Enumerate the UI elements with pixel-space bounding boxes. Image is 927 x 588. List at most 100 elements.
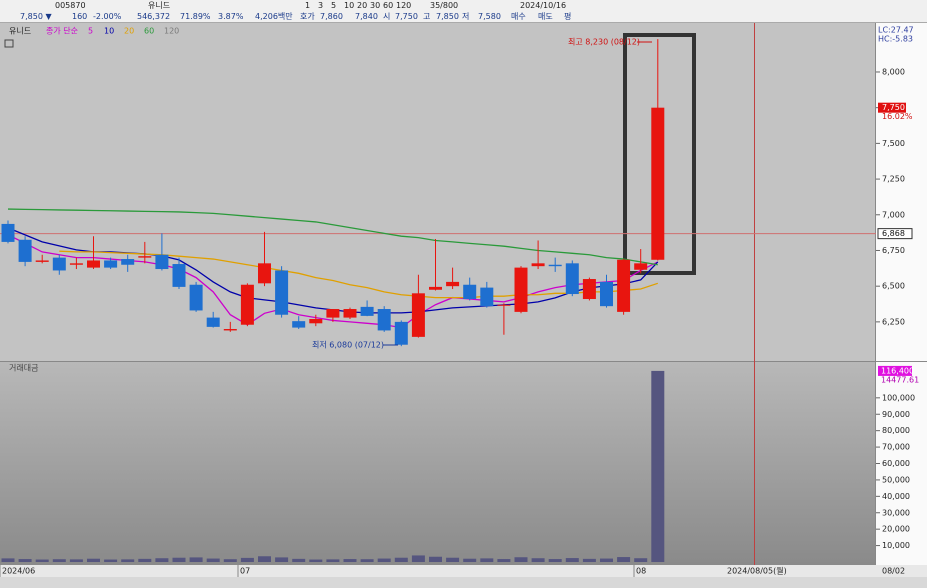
toolbar-text[interactable]: 71.89% (180, 12, 211, 21)
cursor-price: 6,868 (882, 229, 905, 238)
toolbar-text[interactable]: 5 (331, 1, 337, 10)
toolbar-text[interactable]: 저 (462, 12, 470, 21)
volume-bar (394, 557, 408, 562)
volume-bar (651, 370, 665, 562)
volume-bar (411, 555, 425, 562)
toolbar-text[interactable]: 호가 (300, 12, 315, 21)
last-price: 7,750 (882, 103, 905, 112)
candle-body (651, 107, 665, 260)
volume-bar (531, 558, 545, 562)
toolbar-text[interactable]: 매도 (538, 12, 553, 21)
toolbar-text[interactable]: -2.00% (93, 12, 122, 21)
volume-bar (69, 559, 83, 562)
moving-average (7, 208, 658, 266)
candle-body (429, 286, 442, 290)
candle-body (531, 263, 545, 267)
volume-last: 116,400 (881, 366, 914, 375)
x-tick-label: 2024/06 (2, 567, 35, 576)
y-tick-label: 8,000 (882, 67, 905, 76)
candle-body (600, 281, 613, 307)
toolbar-text[interactable]: 7,750 (395, 12, 418, 21)
toolbar-text[interactable]: 1 (305, 1, 311, 10)
y-tick-label: 7,500 (882, 139, 905, 148)
toolbar-text[interactable]: 005870 (55, 1, 86, 10)
toolbar-text[interactable]: 고 (423, 12, 431, 21)
x-tick-label: 08 (636, 567, 646, 576)
low-note: 최저 6,080 (07/12) (312, 340, 384, 350)
toolbar-text[interactable]: 546,372 (137, 12, 171, 21)
candle-body (292, 321, 306, 328)
candle-body (326, 309, 340, 318)
toolbar-text[interactable]: 7,860 (320, 12, 343, 21)
candle-body (87, 260, 100, 268)
toolbar-text[interactable]: 평 (564, 12, 572, 21)
y-tick-label: 70,000 (882, 443, 910, 452)
volume-bar (138, 558, 152, 562)
volume-bar (292, 558, 306, 562)
volume-bar (548, 559, 562, 562)
volume-bar (121, 559, 135, 562)
volume-panel (0, 362, 875, 565)
toolbar-text[interactable]: 10 (344, 1, 355, 10)
icon (4, 39, 14, 48)
y-tick-label: 50,000 (882, 475, 910, 484)
toolbar-text[interactable]: 3 (318, 1, 324, 10)
volume-avg: 14477.61 (881, 375, 919, 384)
candle-body (634, 263, 648, 270)
toolbar-text[interactable]: 유니드 (148, 1, 171, 10)
right-axis (876, 23, 927, 565)
toolbar-text[interactable]: 2024/10/16 (520, 1, 567, 10)
volume-bar (35, 559, 49, 562)
toolbar-text[interactable]: 7,580 (478, 12, 501, 21)
toolbar-text[interactable]: 60 (383, 1, 394, 10)
volume-bar (497, 559, 511, 562)
candle-body (138, 256, 152, 258)
candle-body (275, 270, 289, 315)
toolbar-text[interactable]: 매수 (511, 12, 526, 21)
y-tick-label: 7,000 (882, 210, 905, 219)
toolbar-text[interactable]: 시 (383, 12, 391, 21)
volume-bar (206, 558, 220, 562)
high-note: 최고 8,230 (08/12) (568, 37, 640, 47)
volume-bar (634, 558, 648, 562)
candle-body (35, 260, 49, 262)
candle-body (446, 281, 460, 287)
volume-bar (600, 558, 613, 562)
volume-bar (582, 558, 596, 562)
price-panel (0, 23, 875, 361)
candle-body (240, 284, 254, 325)
volume-bar (223, 559, 237, 562)
volume-title: 거래대금 (9, 364, 38, 373)
toolbar-text[interactable]: 7,840 (355, 12, 378, 21)
toolbar-text[interactable]: 160 (72, 12, 88, 21)
toolbar-text[interactable]: 3.87% (218, 12, 244, 21)
candle-body (480, 287, 494, 307)
right-date: 08/02 (882, 567, 905, 576)
quote-row: 7,850 ▼ 160 -2.00% 546,372 71.89% 3.87% 4,206백… (0, 11, 927, 23)
cursor-price-box (877, 228, 913, 240)
toolbar-text[interactable]: 7,850 ▼ (20, 12, 52, 21)
candle-body (258, 263, 271, 284)
ma-legend: 120 (164, 27, 179, 36)
volume-bar (429, 556, 442, 562)
toolbar-text[interactable]: 120 (396, 1, 412, 10)
candle-body (104, 260, 118, 268)
candle-body (377, 309, 391, 331)
y-tick-label: 7,250 (882, 175, 905, 184)
toolbar-text[interactable]: 35/800 (430, 1, 459, 10)
candle-body (411, 293, 425, 337)
candle-body (52, 257, 66, 271)
last-change: 16.02% (882, 112, 913, 121)
ma-legend: 20 (124, 27, 134, 36)
toolbar-text[interactable]: 20 (357, 1, 368, 10)
volume-bar (18, 559, 32, 562)
toolbar-text[interactable]: 30 (370, 1, 381, 10)
ma-label: 종가 단순 (46, 26, 78, 36)
y-tick-label: 30,000 (882, 508, 910, 517)
candle-body (360, 306, 374, 316)
candle-body (121, 259, 135, 265)
scrollbar[interactable] (0, 577, 927, 588)
volume-bar (446, 557, 460, 562)
toolbar-text[interactable]: 4,206백만 (255, 12, 293, 21)
toolbar-text[interactable]: 7,850 (436, 12, 459, 21)
